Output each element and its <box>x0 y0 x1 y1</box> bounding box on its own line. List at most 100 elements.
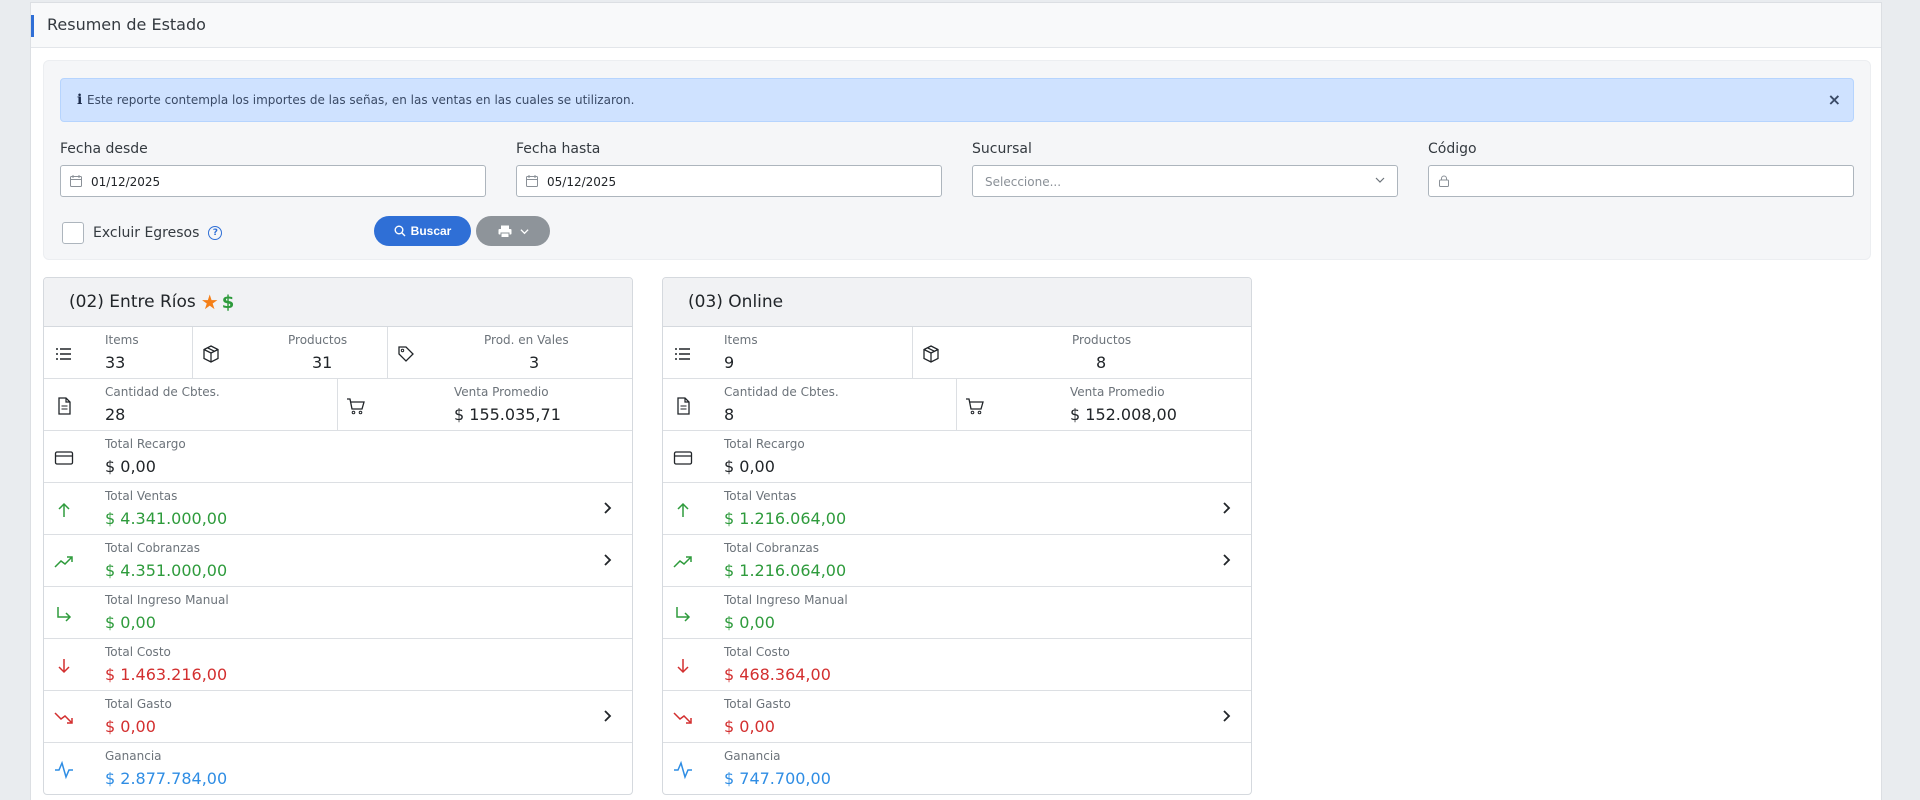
cart-icon <box>347 398 365 415</box>
ingreso-manual-value: $ 0,00 <box>105 613 156 632</box>
productos-value: 8 <box>1096 353 1107 372</box>
fecha-hasta-field: Fecha hasta 05/12/2025 <box>516 141 942 197</box>
branch-card-entre-rios: (02) Entre Ríos ★ $ Items 33 Productos 3… <box>43 277 633 795</box>
venta-promedio-cell: Venta Promedio $ 155.035,71 <box>339 379 629 431</box>
row-items: Items 33 Productos 31 Prod. en Vales 3 <box>44 327 632 379</box>
cart-icon <box>966 398 984 415</box>
calendar-icon <box>70 175 82 187</box>
filters-panel: i Este reporte contempla los importes de… <box>43 60 1871 260</box>
chevron-right-icon[interactable] <box>602 709 614 723</box>
fecha-desde-label: Fecha desde <box>60 141 148 157</box>
cobranzas-label: Total Cobranzas <box>105 541 200 555</box>
ventas-value: $ 1.216.064,00 <box>724 509 847 528</box>
items-label: Items <box>724 333 758 347</box>
search-icon <box>394 225 406 237</box>
branch-card-online: (03) Online Items 9 Productos 8 Cantidad… <box>662 277 1252 795</box>
codigo-input[interactable] <box>1428 165 1854 197</box>
card-title: (02) Entre Ríos <box>69 292 196 312</box>
chevron-right-icon[interactable] <box>602 501 614 515</box>
star-icon: ★ <box>200 290 219 314</box>
fecha-hasta-input[interactable]: 05/12/2025 <box>516 165 942 197</box>
row-items: Items 9 Productos 8 <box>663 327 1251 379</box>
dollar-icon: $ <box>221 291 235 313</box>
prod-vales-value: 3 <box>529 353 540 372</box>
gasto-value: $ 0,00 <box>724 717 775 736</box>
productos-value: 31 <box>312 353 333 372</box>
package-icon <box>203 345 219 363</box>
productos-cell: Productos 31 <box>194 327 384 379</box>
venta-promedio-value: $ 155.035,71 <box>454 405 561 424</box>
chevron-right-icon[interactable] <box>1221 553 1233 567</box>
page-header: Resumen de Estado <box>31 3 1881 48</box>
row-gasto[interactable]: Total Gasto $ 0,00 <box>663 691 1251 743</box>
row-cobranzas[interactable]: Total Cobranzas $ 4.351.000,00 <box>44 535 632 587</box>
chevron-right-icon[interactable] <box>1221 709 1233 723</box>
close-icon[interactable]: × <box>1827 90 1841 109</box>
recargo-value: $ 0,00 <box>724 457 775 476</box>
sucursal-placeholder: Seleccione... <box>985 175 1062 189</box>
row-cbtes: Cantidad de Cbtes. 28 Venta Promedio $ 1… <box>44 379 632 431</box>
cobranzas-label: Total Cobranzas <box>724 541 819 555</box>
card-header: (03) Online <box>663 278 1251 327</box>
ganancia-label: Ganancia <box>724 749 781 763</box>
arrow-up-icon <box>677 502 689 517</box>
sucursal-label: Sucursal <box>972 141 1032 157</box>
cbtes-cell: Cantidad de Cbtes. 8 <box>663 379 955 431</box>
prod-vales-cell: Prod. en Vales 3 <box>389 327 629 379</box>
excluir-egresos-label[interactable]: Excluir Egresos <box>93 225 200 241</box>
items-cell: Items 33 <box>44 327 194 379</box>
card-title: (03) Online <box>688 292 784 312</box>
cbtes-label: Cantidad de Cbtes. <box>724 385 839 399</box>
row-ventas[interactable]: Total Ventas $ 4.341.000,00 <box>44 483 632 535</box>
main-panel: Resumen de Estado i Este reporte contemp… <box>30 2 1882 800</box>
fecha-desde-input[interactable]: 01/12/2025 <box>60 165 486 197</box>
page-title: Resumen de Estado <box>47 15 206 34</box>
row-recargo: Total Recargo $ 0,00 <box>44 431 632 483</box>
row-ganancia: Ganancia $ 2.877.784,00 <box>44 743 632 794</box>
print-button[interactable] <box>476 216 550 246</box>
sucursal-field: Sucursal Seleccione... <box>972 141 1398 197</box>
recargo-label: Total Recargo <box>724 437 805 451</box>
items-label: Items <box>105 333 139 347</box>
row-cobranzas[interactable]: Total Cobranzas $ 1.216.064,00 <box>663 535 1251 587</box>
arrow-down-icon <box>677 659 689 674</box>
row-gasto[interactable]: Total Gasto $ 0,00 <box>44 691 632 743</box>
printer-icon <box>498 225 511 238</box>
trending-down-icon <box>673 712 692 724</box>
row-ganancia: Ganancia $ 747.700,00 <box>663 743 1251 794</box>
row-recargo: Total Recargo $ 0,00 <box>663 431 1251 483</box>
help-icon[interactable]: ? <box>208 226 223 240</box>
trending-up-icon <box>54 556 73 568</box>
chevron-right-icon[interactable] <box>602 553 614 567</box>
venta-promedio-label: Venta Promedio <box>1070 385 1165 399</box>
info-icon: i <box>77 92 83 108</box>
chevron-right-icon[interactable] <box>1221 501 1233 515</box>
trending-down-icon <box>54 712 73 724</box>
row-cbtes: Cantidad de Cbtes. 8 Venta Promedio $ 15… <box>663 379 1251 431</box>
cbtes-label: Cantidad de Cbtes. <box>105 385 220 399</box>
scrollbar-track[interactable] <box>1882 0 1920 800</box>
sucursal-select[interactable]: Seleccione... <box>972 165 1398 197</box>
cell-divider <box>387 327 388 379</box>
fecha-desde-value: 01/12/2025 <box>91 175 161 189</box>
activity-icon <box>674 760 692 780</box>
costo-value: $ 468.364,00 <box>724 665 831 684</box>
arrow-return-icon <box>676 607 691 622</box>
calendar-icon <box>526 175 538 187</box>
chevron-down-icon <box>519 228 529 234</box>
lock-icon <box>1439 175 1449 187</box>
card-header: (02) Entre Ríos ★ $ <box>44 278 632 327</box>
row-ventas[interactable]: Total Ventas $ 1.216.064,00 <box>663 483 1251 535</box>
cobranzas-value: $ 4.351.000,00 <box>105 561 228 580</box>
ventas-label: Total Ventas <box>105 489 178 503</box>
ganancia-value: $ 2.877.784,00 <box>105 769 228 788</box>
cell-divider <box>192 327 193 379</box>
ganancia-label: Ganancia <box>105 749 162 763</box>
list-icon <box>675 348 690 360</box>
arrow-up-icon <box>58 502 70 517</box>
excluir-egresos-group: Excluir Egresos ? <box>62 222 223 244</box>
arrow-return-icon <box>57 607 72 622</box>
excluir-egresos-checkbox[interactable] <box>62 222 84 244</box>
list-icon <box>56 348 71 360</box>
search-button[interactable]: Buscar <box>374 216 471 246</box>
